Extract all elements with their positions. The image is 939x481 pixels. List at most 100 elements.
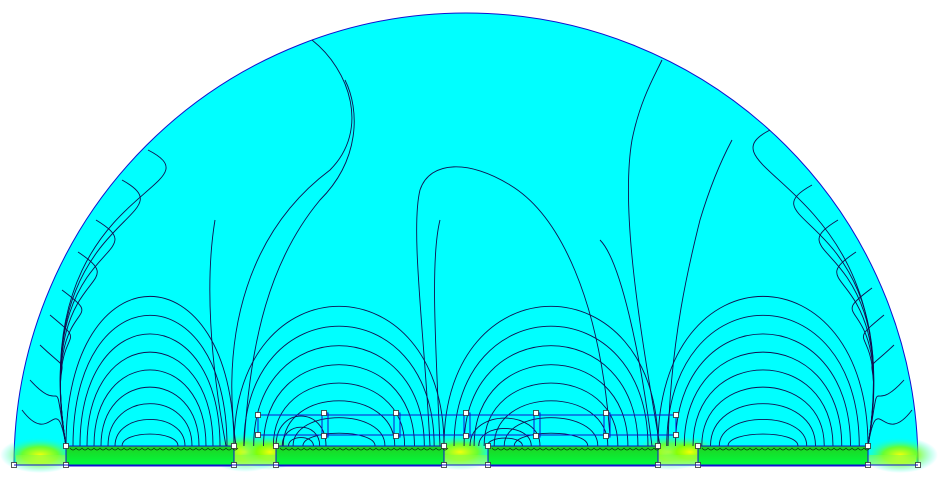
coil-winding <box>701 447 709 451</box>
coils <box>65 445 869 467</box>
field-line <box>72 315 228 447</box>
node-marker <box>695 443 701 449</box>
coil-winding <box>81 447 89 451</box>
coil-winding <box>791 447 799 451</box>
coil-winding <box>189 447 197 451</box>
coil-winding <box>99 447 107 451</box>
field-line <box>233 306 445 447</box>
coil-winding <box>381 447 389 451</box>
coil-winding <box>743 447 751 451</box>
field-line <box>675 333 851 447</box>
coil-winding <box>611 447 619 451</box>
coil-winding <box>369 447 377 451</box>
coil-winding <box>629 447 637 451</box>
field-line <box>503 417 599 447</box>
coil-winding <box>117 447 125 451</box>
coil-winding <box>393 447 401 451</box>
coil-winding <box>351 447 359 451</box>
coil-winding <box>575 447 583 451</box>
coil-winding <box>417 447 425 451</box>
coil-winding <box>87 447 95 451</box>
coil-winding <box>767 447 775 451</box>
coil-winding <box>111 447 119 451</box>
coil-winding <box>387 447 395 451</box>
node-marker <box>321 410 327 416</box>
field-line <box>231 39 353 447</box>
field-line <box>627 59 663 447</box>
field-line <box>263 364 415 447</box>
coil-winding <box>357 447 365 451</box>
field-line <box>100 386 200 447</box>
node-marker <box>533 433 539 439</box>
field-line <box>599 239 653 447</box>
coil-winding <box>423 447 431 451</box>
coil-winding <box>857 447 865 451</box>
coil-winding <box>749 447 757 451</box>
field-line <box>752 129 874 447</box>
coil-hatching <box>69 447 871 451</box>
coil-winding <box>773 447 781 451</box>
field-line <box>65 295 235 447</box>
coil-winding <box>557 447 565 451</box>
coil-winding <box>497 447 505 451</box>
field-line <box>243 79 355 447</box>
coil-winding <box>297 447 305 451</box>
field-line <box>21 409 67 447</box>
node-marker <box>673 412 679 418</box>
field-line <box>453 326 649 447</box>
field-line <box>86 351 214 447</box>
field-line <box>701 386 825 447</box>
node-marker <box>231 443 237 449</box>
coil-winding <box>159 447 167 451</box>
coil-winding <box>845 447 853 451</box>
field-line <box>867 379 905 447</box>
coil-winding <box>213 447 221 451</box>
node-marker <box>255 412 261 418</box>
coil-winding <box>515 447 523 451</box>
coil-winding <box>405 447 413 451</box>
field-line <box>107 403 193 447</box>
domain-half-disk <box>13 12 919 466</box>
coil-winding <box>809 447 817 451</box>
coil-winding <box>315 447 323 451</box>
coil-winding <box>69 447 77 451</box>
coil-winding <box>713 447 721 451</box>
field-line <box>683 351 843 447</box>
field-line <box>666 314 860 447</box>
coil-winding <box>737 447 745 451</box>
field-line <box>434 219 441 447</box>
coil-winding <box>165 447 173 451</box>
coil-winding <box>285 447 293 451</box>
coil-winding <box>503 447 511 451</box>
node-marker <box>441 443 447 449</box>
coil-winding <box>821 447 829 451</box>
coil-winding <box>755 447 763 451</box>
coil-winding <box>851 447 859 451</box>
node-marker <box>533 410 539 416</box>
coil-winding <box>797 447 805 451</box>
coil-winding <box>563 447 571 451</box>
coil-winding <box>195 447 203 451</box>
coil-winding <box>839 447 847 451</box>
coil-winding <box>545 447 553 451</box>
coil-winding <box>135 447 143 451</box>
coil-winding <box>509 447 517 451</box>
coil-winding <box>599 447 607 451</box>
coil-winding <box>75 447 83 451</box>
node-marker <box>865 443 871 449</box>
coil-winding <box>827 447 835 451</box>
coil-winding <box>707 447 715 451</box>
node-marker <box>603 433 609 439</box>
field-line <box>710 403 816 447</box>
field-line <box>253 345 425 447</box>
coil <box>65 445 235 467</box>
coil-winding <box>617 447 625 451</box>
coil-winding <box>147 447 155 451</box>
field-line <box>718 419 808 447</box>
field-line <box>463 345 639 447</box>
node-marker <box>655 443 661 449</box>
node-marker <box>273 443 279 449</box>
coil-winding <box>399 447 407 451</box>
field-line <box>243 326 435 447</box>
